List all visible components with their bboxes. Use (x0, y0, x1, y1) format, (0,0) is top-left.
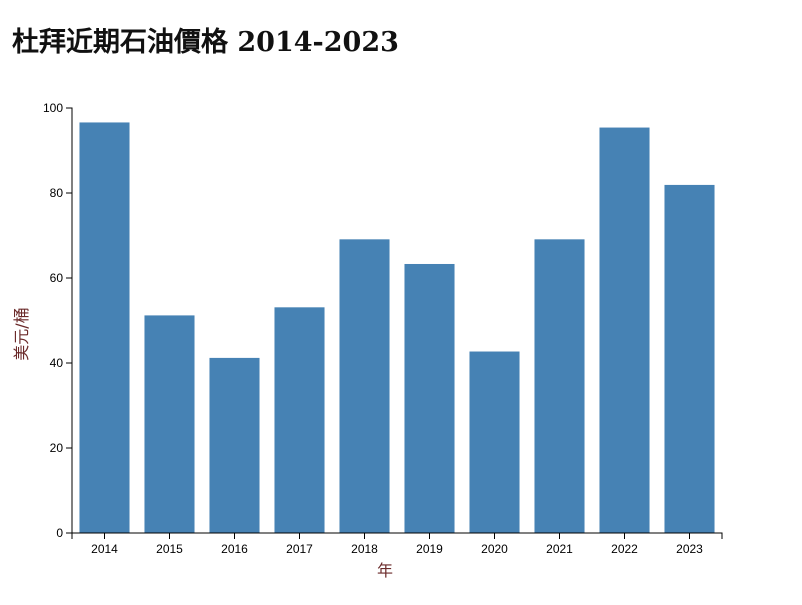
x-axis-title: 年 (377, 561, 393, 580)
x-tick-label: 2020 (481, 542, 508, 556)
bars-group (79, 122, 715, 534)
bar-2019 (404, 263, 455, 533)
y-axis: 0 20 40 60 80 100 (43, 101, 73, 540)
bar-2017 (274, 307, 325, 533)
y-tick-label: 60 (50, 271, 64, 285)
x-tick-label: 2014 (91, 542, 118, 556)
bar-2020 (469, 351, 520, 533)
y-axis-line (66, 107, 73, 534)
x-axis-line (71, 532, 723, 539)
bar-2018 (339, 239, 390, 533)
bar-2014 (79, 122, 130, 533)
x-tick-label: 2018 (351, 542, 378, 556)
x-tick-label: 2019 (416, 542, 443, 556)
bar-2022 (599, 127, 650, 534)
x-axis: 2014 2015 2016 2017 2018 2019 2020 2021 2022 2023 (71, 532, 723, 556)
bar-2016 (209, 357, 260, 533)
y-tick-label: 0 (56, 526, 63, 540)
x-tick-label: 2015 (156, 542, 183, 556)
chart-title: 杜拜近期石油價格 2014-2023 (12, 27, 399, 58)
bar-2015 (144, 315, 195, 533)
x-tick-label: 2021 (546, 542, 573, 556)
x-tick-label: 2023 (676, 542, 703, 556)
x-tick-label: 2016 (221, 542, 248, 556)
y-tick-label: 20 (50, 441, 64, 455)
x-tick-label: 2022 (611, 542, 638, 556)
x-tick-label: 2017 (286, 542, 313, 556)
y-tick-label: 100 (43, 101, 63, 115)
bar-2023 (664, 184, 715, 534)
bar-2021 (534, 239, 585, 533)
y-tick-label: 80 (50, 186, 64, 200)
y-tick-label: 40 (50, 356, 64, 370)
y-axis-title: 美元/桶 (12, 307, 31, 360)
